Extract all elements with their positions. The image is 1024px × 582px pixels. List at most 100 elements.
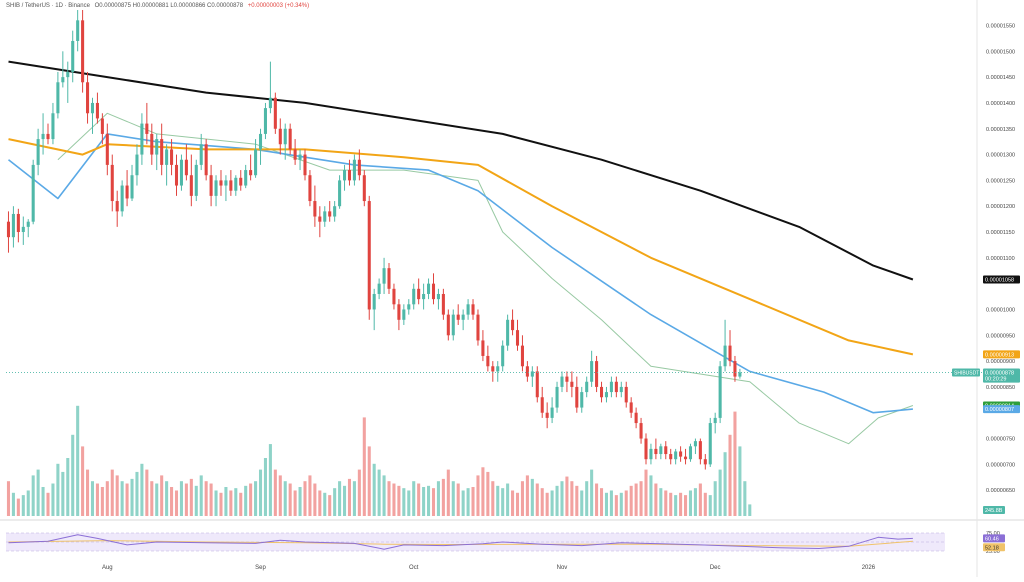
candle-body [239,177,243,186]
candle-body [560,376,564,387]
candle-body [515,330,520,346]
ohlc-readout: O0.00000875 H0.00000881 L0.00000866 C0.0… [94,3,244,9]
volume-bar [397,485,401,516]
volume-bar [125,483,129,516]
volume-bar [634,483,638,516]
candle-body [51,113,55,140]
price-badge-label: 0.00000913 [985,352,1014,358]
candle-body [491,366,495,372]
volume-bar [431,488,436,516]
volume-bar [703,492,707,516]
candle-body [283,128,287,145]
volume-bar [362,417,366,516]
volume-bar [6,481,11,516]
volume-bar [214,490,218,516]
volume-bar [293,490,297,516]
rsi-band [6,533,945,551]
volume-bar [11,492,15,516]
candle-body [679,451,683,457]
volume-bar [674,495,678,516]
volume-bar [165,481,169,516]
volume-bar [120,481,124,516]
candle-body [199,144,203,165]
volume-bar [436,481,440,516]
candle-body [90,102,95,114]
volume-bar [21,495,25,516]
price-badge [983,405,1020,414]
candle-body [506,319,510,346]
price-tick-label: 0.00001150 [986,230,1015,236]
candle-body [659,446,663,455]
symbol-tag [952,368,980,377]
candle-body [313,201,317,217]
candle-body [308,175,312,202]
candle-body [674,451,678,460]
volume-bar [560,481,564,516]
candle-body [165,149,169,165]
price-tick-label: 0.00001500 [986,49,1015,55]
volume-bar [654,483,658,516]
candle-body [738,372,742,377]
volume-bar [100,487,104,516]
volume-bar [496,485,500,516]
volume-bar [723,452,727,516]
volume-bar [71,434,75,516]
volume-bar [219,492,223,516]
volume-bar [535,483,539,516]
candle-body [590,361,594,382]
volume-bar [90,481,95,516]
volume-bar [693,488,697,516]
volume-bar [303,481,307,516]
candle-body [634,412,638,424]
candle-body [669,454,673,460]
candle-body [392,288,396,305]
candle-body [219,180,223,186]
candle-body [333,206,337,217]
volume-bar [328,495,332,516]
volume-bar [738,446,742,516]
volume-bar [486,471,490,516]
candle-body [263,108,267,134]
price-tick-label: 0.00000750 [986,437,1015,443]
volume-bar [718,469,722,516]
volume-bar [283,481,287,516]
volume-bar [179,481,183,516]
candle-body [184,159,188,176]
volume-bar [540,488,544,516]
rsi-line [8,534,913,550]
volume-bar [333,488,337,516]
volume-bar [713,481,717,516]
candle-body [362,175,366,202]
candle-body [565,376,569,382]
candle-body [367,201,371,310]
candle-body [86,82,90,114]
candle-body [407,304,411,310]
candle-body [595,361,599,387]
symbol-title[interactable]: SHIB / TetherUS · 1D · Binance [6,3,90,9]
volume-bar [382,475,386,516]
volume-bar [174,490,179,516]
volume-bar [649,475,653,516]
volume-bar [105,481,109,516]
candle-body [209,175,213,196]
candle-body [698,441,702,460]
volume-bar [36,469,40,516]
candle-body [194,164,198,196]
volume-bar [115,475,119,516]
candle-body [66,71,70,78]
volume-bar [545,492,549,516]
candle-body [718,366,722,418]
candle-body [100,118,104,134]
volume-bar [708,495,712,516]
volume-bar [669,492,673,516]
candle-body [570,381,574,387]
ma-orange-line [8,138,914,356]
volume-bar [471,487,475,516]
candle-body [417,288,421,300]
ma-black-line [8,60,914,281]
candle-body [466,304,470,315]
volume-bar [599,488,604,516]
ma-blue-line [8,133,913,414]
candle-body [174,164,179,186]
